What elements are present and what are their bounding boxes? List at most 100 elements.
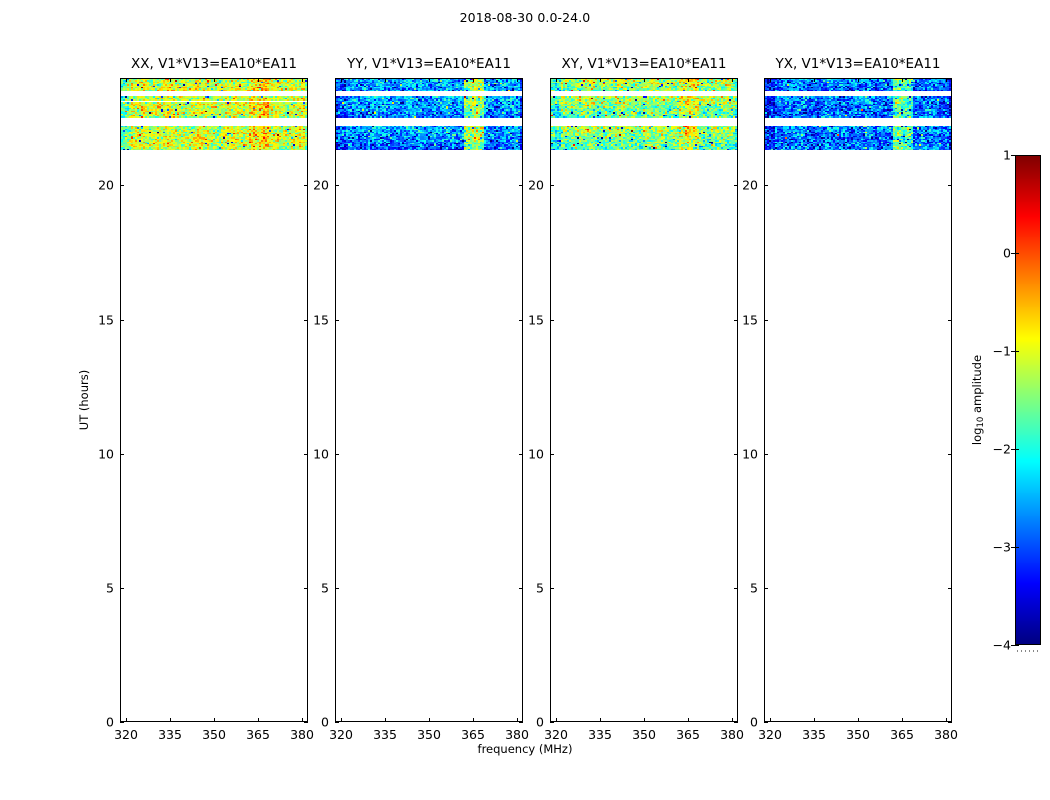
panel-xy-yticklabel-5: 5 [536, 580, 544, 596]
panel-xx-ytick-right-10 [304, 454, 308, 455]
panel-yx-ytick-15 [764, 320, 768, 321]
panel-xx-xtick-320 [126, 718, 127, 722]
panel-xy-xtick-top-350 [644, 78, 645, 82]
panel-xy-xtick-top-380 [732, 78, 733, 82]
panel-yx-ytick-right-20 [948, 185, 952, 186]
panel-yx-yticklabel-15: 15 [742, 312, 758, 328]
panel-yx: YX, V1*V13=EA10*EA11 320 335 350 365 380 0 5 10 1… [742, 56, 958, 742]
panel-xy-ytick-5 [550, 588, 554, 589]
panel-yx-yticklabel-10: 10 [742, 446, 758, 462]
panel-yx-axes[interactable] [764, 78, 952, 722]
colorbar-tick-0 [1011, 155, 1015, 156]
colorbar-tick-inner-3 [1015, 449, 1019, 450]
colorbar-tick-5 [1011, 645, 1015, 646]
panel-yy-title: YY, V1*V13=EA10*EA11 [346, 56, 511, 72]
panel-yy-ytick-0 [335, 722, 339, 723]
colorbar-tick-1 [1011, 253, 1015, 254]
panel-yx-yticklabel-5: 5 [750, 580, 758, 596]
panel-xy-title: XY, V1*V13=EA10*EA11 [561, 56, 727, 72]
colorbar-tick-3 [1011, 449, 1015, 450]
panel-yx-yticklabel-0: 0 [750, 714, 758, 730]
panel-yy-yticklabel-5: 5 [321, 580, 329, 596]
panel-xx-ytick-right-20 [304, 185, 308, 186]
panel-yy-xticklabel-320: 320 [329, 727, 353, 742]
panel-xx-yticklabel-5: 5 [106, 580, 114, 596]
panel-yy-ytick-right-10 [519, 454, 523, 455]
panel-yy-xtick-top-350 [429, 78, 430, 82]
panel-yy-xtick-380 [517, 718, 518, 722]
panel-yx-xtick-320 [770, 718, 771, 722]
colorbar[interactable]: 1 0 −1 −2 −3 −4 [993, 148, 1041, 653]
panel-xx: XX, V1*V13=EA10*EA11 320 335 350 365 380 0 5 10 1… [98, 56, 314, 742]
panel-yx-xticklabel-335: 335 [802, 727, 826, 742]
x-axis-label: frequency (MHz) [477, 742, 573, 756]
panel-yx-ytick-right-15 [948, 320, 952, 321]
panel-xy-xtick-top-335 [600, 78, 601, 82]
colorbar-label-tail: amplitude [970, 354, 984, 417]
panel-yy-ytick-5 [335, 588, 339, 589]
panel-yy-xticklabel-335: 335 [373, 727, 397, 742]
panel-yy-yticklabel-20: 20 [313, 177, 329, 193]
colorbar-ticklabel-1: 0 [1003, 245, 1011, 261]
panel-xx-xtick-top-335 [170, 78, 171, 82]
panel-xy-ytick-right-10 [734, 454, 738, 455]
panel-yy-ytick-10 [335, 454, 339, 455]
panel-xx-xtick-top-350 [214, 78, 215, 82]
panel-xx-ytick-5 [120, 588, 124, 589]
panel-yx-xtick-380 [946, 718, 947, 722]
colorbar-minor-ticks [1017, 650, 1039, 652]
panel-xx-xtick-top-365 [258, 78, 259, 82]
panel-yy-xtick-365 [473, 718, 474, 722]
panel-xx-spectrogram [121, 79, 307, 721]
panel-yy-xtick-350 [429, 718, 430, 722]
panel-xy-yticklabel-15: 15 [528, 312, 544, 328]
colorbar-tick-inner-2 [1015, 351, 1019, 352]
figure-suptitle: 2018-08-30 0.0-24.0 [459, 10, 591, 25]
panel-xy-xticklabel-335: 335 [588, 727, 612, 742]
panel-xy-xticklabel-365: 365 [676, 727, 700, 742]
panel-xx-ytick-10 [120, 454, 124, 455]
panel-yy-ytick-20 [335, 185, 339, 186]
panel-xx-ytick-15 [120, 320, 124, 321]
panel-yy-yticklabel-10: 10 [313, 446, 329, 462]
panel-yx-xticklabel-320: 320 [758, 727, 782, 742]
colorbar-ticklabel-4: −3 [992, 539, 1011, 555]
panel-xx-ytick-20 [120, 185, 124, 186]
colorbar-tick-inner-5 [1015, 645, 1019, 646]
panel-yx-xtick-335 [814, 718, 815, 722]
panel-xy-xticklabel-350: 350 [632, 727, 656, 742]
panel-xx-axes[interactable] [120, 78, 308, 722]
panel-xy-xtick-335 [600, 718, 601, 722]
panel-yy: YY, V1*V13=EA10*EA11 320 335 350 365 380 0 5 10 1… [313, 56, 529, 742]
panel-yy-ytick-15 [335, 320, 339, 321]
panel-yx-xtick-top-365 [902, 78, 903, 82]
panel-yy-xtick-top-320 [341, 78, 342, 82]
panel-xy-yticklabel-0: 0 [536, 714, 544, 730]
panel-xy-ytick-right-15 [734, 320, 738, 321]
colorbar-label-subscript: 10 [976, 416, 986, 428]
panel-yx-ytick-right-10 [948, 454, 952, 455]
panel-yx-ytick-20 [764, 185, 768, 186]
panel-xx-xticklabel-335: 335 [158, 727, 182, 742]
panel-xx-ytick-right-15 [304, 320, 308, 321]
panel-xy-yticklabel-20: 20 [528, 177, 544, 193]
panel-yx-ytick-right-0 [948, 722, 952, 723]
panel-yx-xtick-top-320 [770, 78, 771, 82]
panel-xx-xticklabel-365: 365 [246, 727, 270, 742]
panel-yy-spectrogram [336, 79, 522, 721]
panel-yy-yticklabel-15: 15 [313, 312, 329, 328]
panel-xy-axes[interactable] [550, 78, 738, 722]
panel-xx-ytick-right-5 [304, 588, 308, 589]
colorbar-tick-inner-1 [1015, 253, 1019, 254]
panel-xy-xtick-365 [688, 718, 689, 722]
panel-yx-spectrogram [765, 79, 951, 721]
panel-xy-xtick-350 [644, 718, 645, 722]
panel-xx-xticklabel-320: 320 [114, 727, 138, 742]
panel-xy-xtick-380 [732, 718, 733, 722]
panel-yy-axes[interactable] [335, 78, 523, 722]
panel-yy-ytick-right-15 [519, 320, 523, 321]
panel-xx-ytick-0 [120, 722, 124, 723]
panel-yx-xtick-top-335 [814, 78, 815, 82]
panel-xy-ytick-right-20 [734, 185, 738, 186]
panel-yy-xticklabel-365: 365 [461, 727, 485, 742]
